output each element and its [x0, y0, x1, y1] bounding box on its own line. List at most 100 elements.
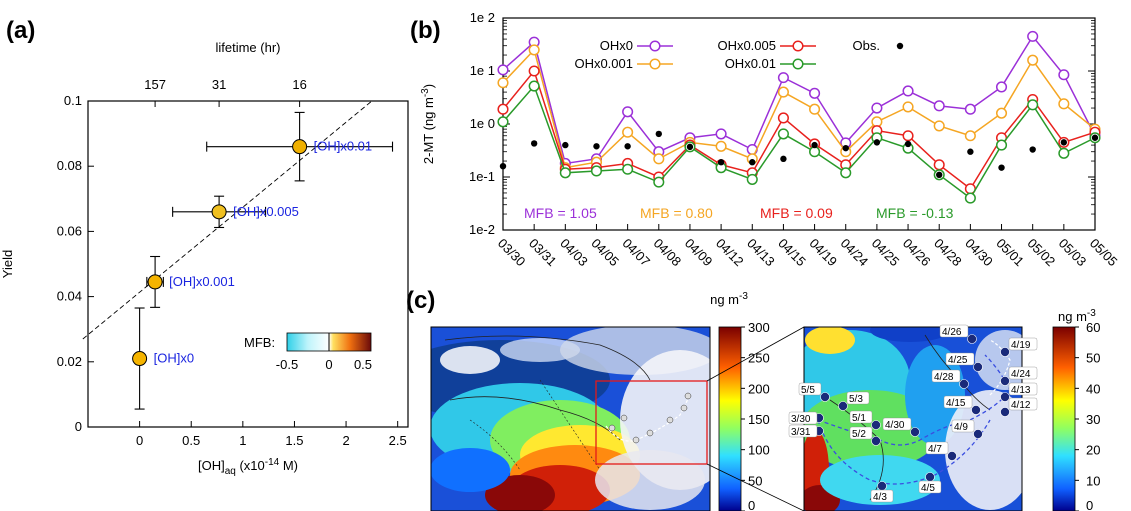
- station-label-bg: [943, 395, 973, 409]
- station-label: 4/3: [873, 492, 887, 503]
- mfb-tick-zero: 0: [325, 357, 332, 372]
- series-point: [497, 64, 509, 76]
- series-point: [497, 103, 509, 115]
- b-xtick-label: 04/03: [557, 236, 591, 270]
- left-cb-tick-label: 0: [748, 498, 755, 511]
- station-4-13: 4/13: [1000, 382, 1038, 402]
- fit-line: [82, 100, 373, 340]
- b-xtick-label: 04/26: [900, 236, 934, 270]
- station-label-bg: [882, 417, 912, 431]
- legend-OHx0.001: OHx0.001: [574, 56, 673, 71]
- series-point: [902, 101, 914, 113]
- right-cb-tick-label: 30: [1086, 412, 1100, 427]
- station-label: 4/12: [1011, 400, 1031, 411]
- b-xtick-label: 04/05: [588, 236, 622, 270]
- series-point: [1058, 147, 1070, 159]
- right-cb-tick-label: 40: [1086, 381, 1100, 396]
- a-xtick-label: 0: [136, 433, 143, 448]
- obs-point: [904, 140, 912, 148]
- station-4-7: 4/7: [925, 441, 957, 461]
- data-point-0: [OH]x0: [132, 307, 194, 410]
- panel-a-scatter: lifetime (hr) Yield [OH]aq (x10-14 M) 0 0…: [0, 40, 409, 477]
- mfb-label: MFB = 0.09: [760, 205, 833, 221]
- point-marker: [292, 139, 308, 155]
- point-label: [OH]x0: [154, 351, 194, 366]
- legend-label: Obs.: [853, 38, 880, 53]
- station-marker: [967, 334, 977, 344]
- legend-OHx0.005: OHx0.005: [717, 38, 816, 53]
- panel-b-xunit: ng m-3: [710, 291, 748, 307]
- obs-point: [811, 141, 818, 149]
- station-marker: [1000, 407, 1010, 417]
- station-5-5: 5/5: [798, 382, 830, 402]
- left-map-image: [431, 327, 710, 511]
- obs-point: [1060, 139, 1068, 146]
- point-label: [OH]x0.001: [169, 274, 235, 289]
- series-point: [653, 176, 665, 188]
- left-cb-tick-label: 200: [748, 381, 770, 396]
- b-xtick-label: 05/05: [1087, 236, 1121, 270]
- series-point: [497, 116, 509, 128]
- a-top-tick-label: 157: [144, 77, 166, 92]
- series-point: [1058, 69, 1070, 81]
- series-point: [528, 44, 540, 56]
- station-label-bg: [849, 410, 873, 424]
- a-xtick-label: 2: [342, 433, 349, 448]
- data-point-1: [OH]x0.001: [146, 255, 235, 308]
- a-ytick-label: 0: [75, 419, 82, 434]
- station-3-30: 3/30: [788, 411, 824, 425]
- left-colorbar: [718, 326, 742, 511]
- series-point: [809, 146, 821, 158]
- zoom-connector-top: [706, 326, 805, 382]
- b-xtick-label: 04/28: [931, 236, 965, 270]
- right-cb-tick-label: 60: [1086, 320, 1100, 335]
- legend-Obs: Obs.: [853, 38, 904, 53]
- obs-point: [967, 148, 974, 155]
- station-marker: [925, 472, 935, 482]
- station-marker: [947, 451, 957, 461]
- series-point: [777, 86, 789, 98]
- station-label: 3/30: [791, 414, 811, 425]
- mfb-tick-neg: -0.5: [276, 357, 298, 372]
- station-label: 5/1: [852, 413, 866, 424]
- series-point: [715, 128, 727, 140]
- station-marker: [1000, 376, 1010, 386]
- station-label: 5/3: [849, 394, 863, 405]
- station-label-bg: [1008, 397, 1038, 411]
- b-ytick-label: 1e 1: [470, 63, 495, 78]
- station-label: 4/26: [942, 327, 962, 338]
- series-point: [528, 65, 540, 77]
- b-ytick-label: 1e 0: [470, 116, 495, 131]
- b-xtick-label: 04/15: [775, 236, 809, 270]
- a-xtick-label: 2.5: [389, 433, 407, 448]
- data-point-2: [OH]x0.005: [172, 195, 299, 229]
- b-ytick-label: 1e 2: [470, 10, 495, 25]
- station-marker: [838, 401, 848, 411]
- series-point: [964, 192, 976, 204]
- station-label-bg: [1008, 366, 1038, 380]
- legend-marker: [649, 58, 661, 70]
- series-point: [622, 163, 634, 175]
- left-cb-tick-label: 250: [748, 351, 770, 366]
- station-4-9: 4/9: [951, 419, 983, 439]
- legend-OHx0.01: OHx0.01: [725, 56, 816, 71]
- panel-label-c: (c): [406, 287, 435, 314]
- panel-a-frame: [87, 100, 409, 428]
- station-label-bg: [1008, 382, 1038, 396]
- station-marker: [1000, 392, 1010, 402]
- legend-label: OHx0: [600, 38, 633, 53]
- station-marker: [910, 427, 920, 437]
- b-xtick-label: 03/30: [495, 236, 529, 270]
- series-point: [622, 106, 634, 118]
- station-label-bg: [945, 352, 975, 366]
- legend-marker: [792, 40, 804, 52]
- point-marker: [147, 274, 163, 290]
- station-label-bg: [870, 489, 894, 503]
- b-xtick-label: 04/19: [806, 236, 840, 270]
- station-4-12: 4/12: [1000, 397, 1038, 417]
- right-map-image: [804, 327, 1022, 511]
- obs-point: [717, 159, 725, 166]
- series-point: [1058, 98, 1070, 110]
- series-point: [746, 173, 758, 185]
- series-point: [933, 159, 945, 171]
